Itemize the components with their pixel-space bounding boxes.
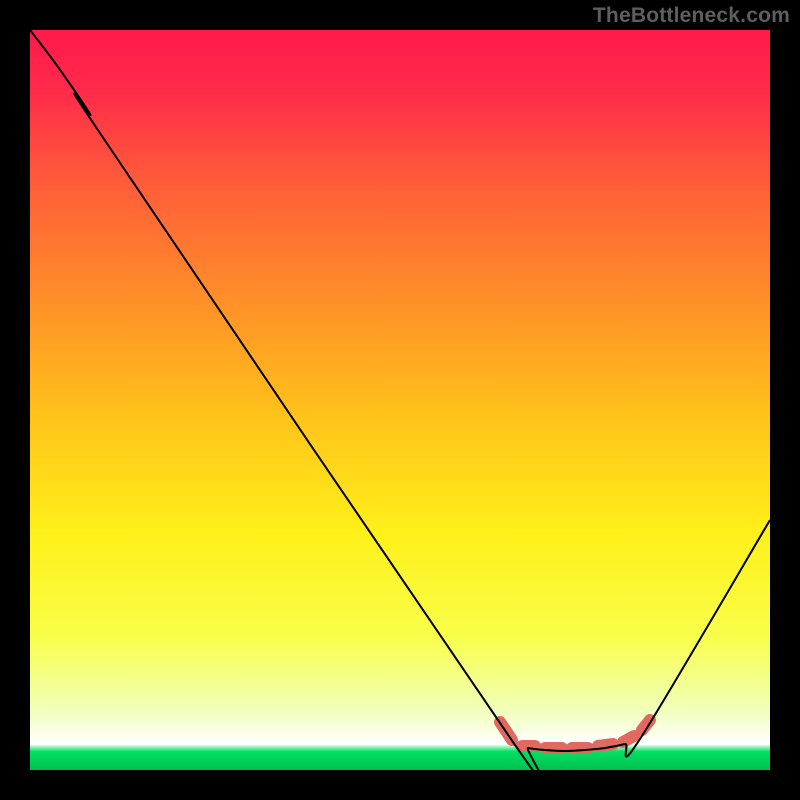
bottleneck-chart <box>30 30 770 770</box>
valley-pad-segment <box>598 744 613 746</box>
watermark-text: TheBottleneck.com <box>593 4 790 28</box>
chart-frame: TheBottleneck.com <box>0 0 800 800</box>
valley-pad-segment <box>623 736 634 742</box>
plot-background <box>30 30 770 770</box>
